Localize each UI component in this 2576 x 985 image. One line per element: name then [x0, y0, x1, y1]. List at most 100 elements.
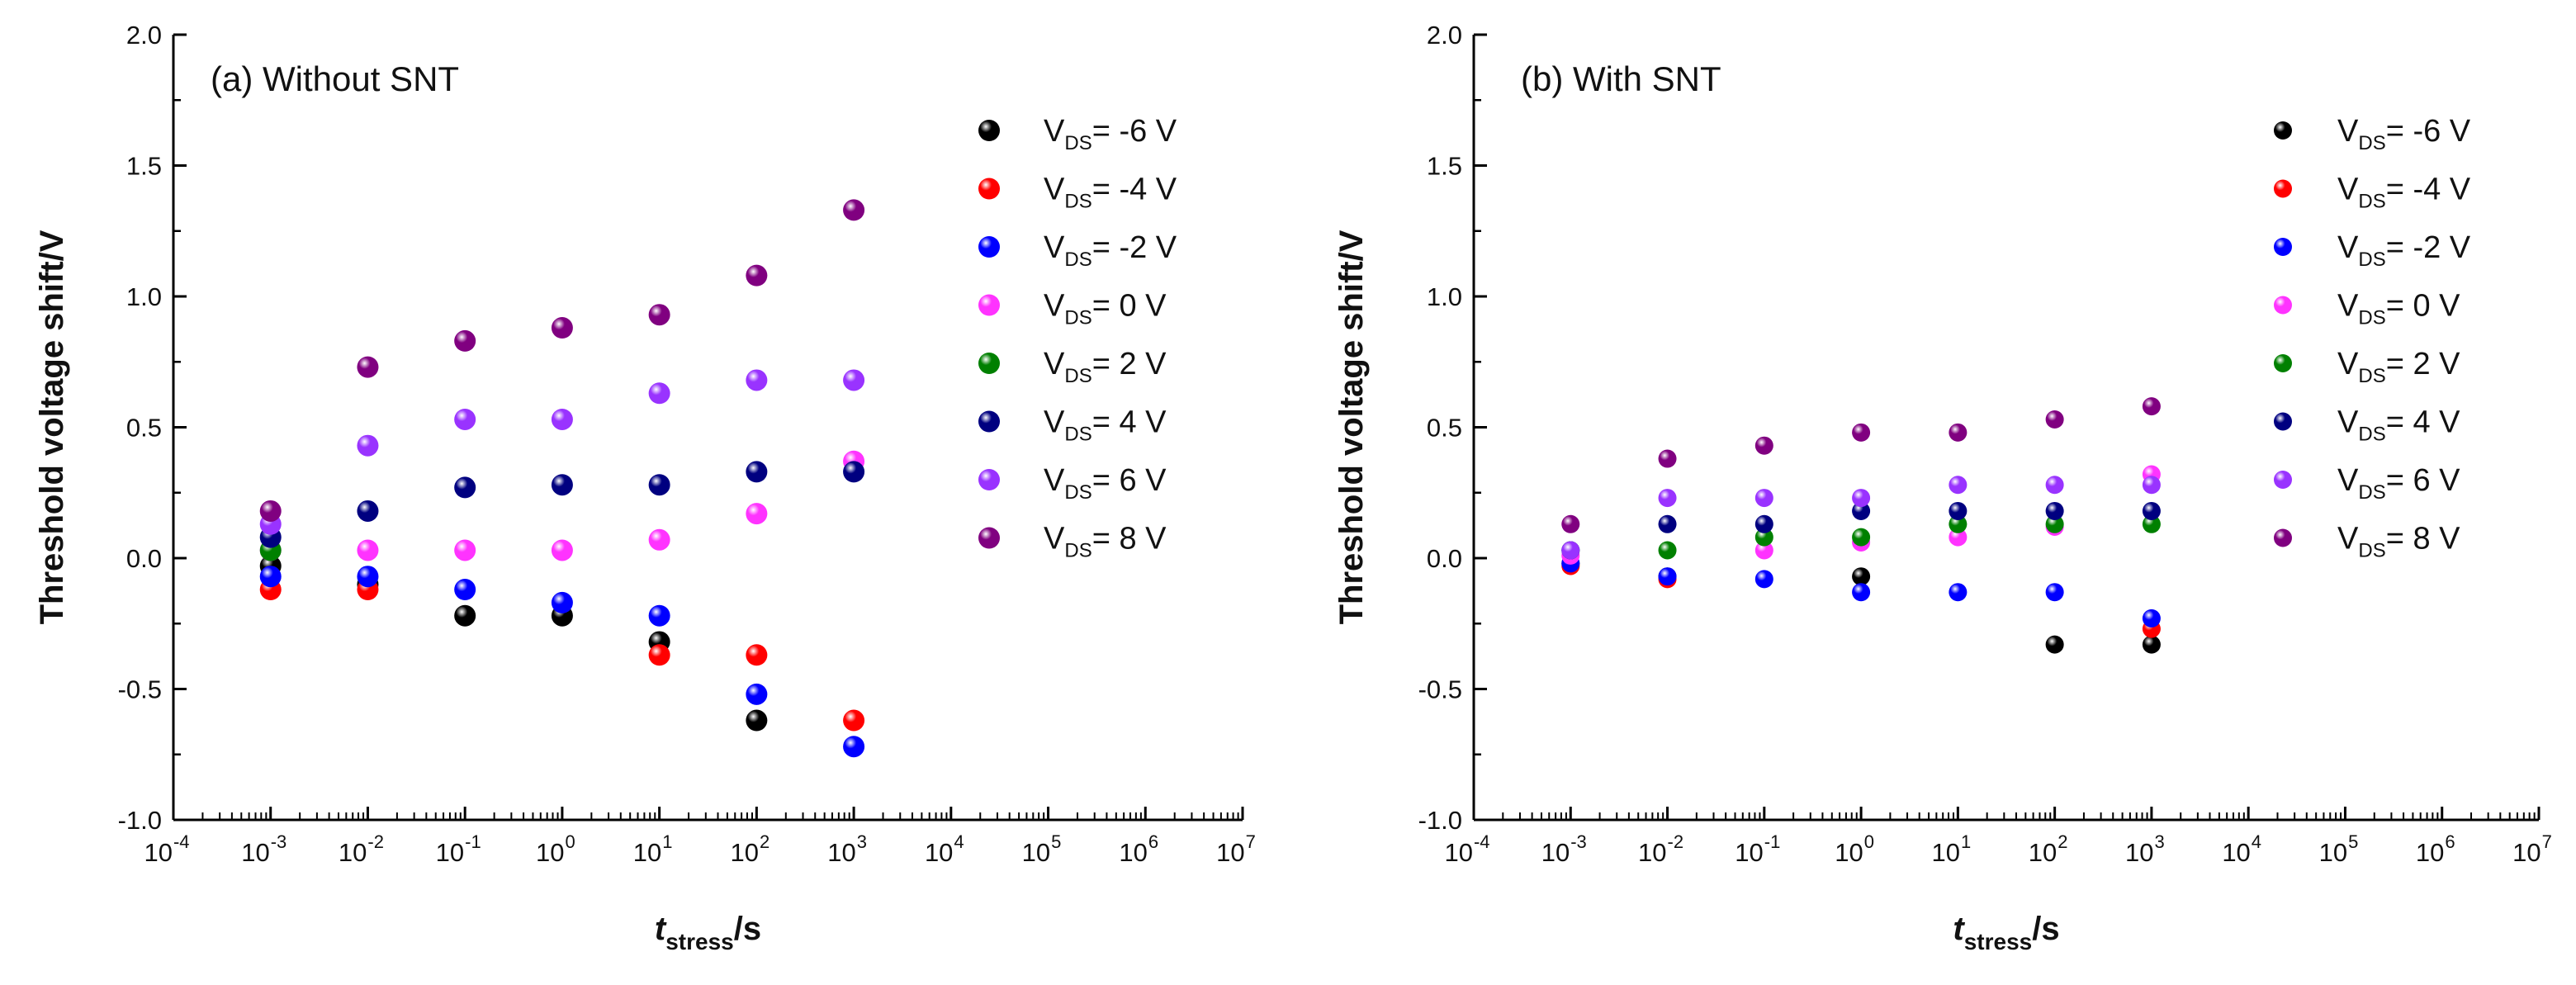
legend-label-rest: = -4 V — [2386, 173, 2471, 207]
data-point — [1852, 423, 1871, 442]
x-tick-label: 10-3 — [241, 831, 286, 867]
y-axis-title: Threshold voltage shift/V — [1333, 230, 1370, 624]
data-point — [551, 317, 573, 339]
x-tick-exponent: 6 — [1148, 831, 1158, 852]
data-point — [746, 461, 768, 483]
legend-label-sub: DS — [2358, 249, 2385, 271]
data-point — [357, 539, 379, 561]
x-tick-label: 10-1 — [436, 831, 481, 867]
x-axis-title-sub: stress — [1964, 929, 2033, 954]
x-tick-exponent: -4 — [173, 831, 190, 852]
data-point — [1658, 541, 1677, 560]
chart-panel-b: -1.0-0.50.00.51.01.52.010-4 10-3 10-2 10-1 1… — [1333, 21, 2552, 954]
x-tick-exponent: 4 — [2252, 831, 2261, 852]
x-tick-exponent: 3 — [2155, 831, 2165, 852]
legend-marker — [978, 178, 1000, 200]
x-tick-exponent: 2 — [760, 831, 769, 852]
legend-label-sub: DS — [1064, 132, 1091, 154]
y-tick-label: -1.0 — [1418, 806, 1462, 835]
x-tick-label: 10-1 — [1735, 831, 1780, 867]
data-point — [2142, 609, 2161, 627]
data-point — [357, 500, 379, 522]
data-point — [2045, 476, 2064, 495]
data-point — [1949, 501, 1968, 520]
legend-marker — [978, 469, 1000, 490]
x-axis-title-unit: /s — [2032, 911, 2059, 947]
data-point — [1949, 583, 1968, 602]
legend-marker — [978, 353, 1000, 374]
data-point — [1852, 567, 1871, 586]
legend-label: VDS= 6 V — [2337, 463, 2460, 504]
data-point — [746, 683, 768, 705]
data-point — [259, 566, 282, 588]
data-point — [2045, 514, 2064, 533]
x-tick-exponent: 0 — [566, 831, 575, 852]
legend-label-rest: = -2 V — [1092, 230, 1177, 265]
data-point — [1754, 489, 1773, 508]
data-point — [746, 644, 768, 666]
data-point — [648, 304, 670, 326]
data-point — [551, 408, 573, 430]
legend-label-main: V — [1044, 522, 1065, 556]
data-point — [2142, 397, 2161, 416]
legend-marker — [2274, 354, 2292, 372]
legend-label-sub: DS — [2358, 424, 2385, 446]
legend-label-sub: DS — [2358, 132, 2385, 154]
legend-label-rest: = 0 V — [1092, 289, 1167, 324]
legend-label-rest: = 4 V — [2386, 405, 2460, 440]
data-point — [1658, 514, 1677, 533]
data-point — [551, 539, 573, 561]
legend-label-sub: DS — [1064, 481, 1091, 504]
x-tick-label: 106 — [1119, 831, 1158, 867]
data-point — [843, 369, 865, 391]
x-tick-label: 106 — [2416, 831, 2455, 867]
data-point — [1658, 567, 1677, 586]
legend-label-main: V — [2337, 463, 2359, 498]
data-point — [1852, 501, 1871, 520]
data-point — [746, 503, 768, 525]
legend-label-sub: DS — [1064, 191, 1091, 213]
y-tick-label: 0.0 — [1427, 544, 1462, 573]
legend-marker — [2274, 179, 2292, 198]
data-point — [746, 264, 768, 287]
legend-label: VDS= 0 V — [2337, 289, 2460, 329]
legend-label-rest: = 6 V — [1092, 463, 1167, 498]
legend-label: VDS= -4 V — [1044, 173, 1177, 213]
legend-label: VDS= 8 V — [1044, 522, 1167, 562]
legend-label-rest: = 6 V — [2386, 463, 2460, 498]
x-tick-exponent: -1 — [465, 831, 481, 852]
x-axis-title-unit: /s — [734, 911, 761, 947]
x-tick-exponent: 0 — [1864, 831, 1874, 852]
legend-marker — [978, 236, 1000, 258]
data-point — [2142, 476, 2161, 495]
x-tick-label: 10-2 — [339, 831, 384, 867]
data-point — [2045, 410, 2064, 429]
legend-label-rest: = -4 V — [1092, 173, 1177, 207]
y-tick-label: 2.0 — [1427, 21, 1462, 50]
y-tick-label: -0.5 — [1418, 675, 1462, 704]
data-point — [1852, 583, 1871, 602]
legend-label-main: V — [1044, 289, 1065, 324]
legend-label: VDS= 2 V — [2337, 347, 2460, 387]
legend-label-main: V — [1044, 347, 1065, 381]
x-tick-exponent: 2 — [2057, 831, 2067, 852]
legend-label-sub: DS — [1064, 540, 1091, 562]
legend-label-sub: DS — [2358, 365, 2385, 387]
data-point — [2045, 583, 2064, 602]
y-axis-title: Threshold voltage shift/V — [34, 230, 70, 624]
x-tick-exponent: -2 — [1668, 831, 1684, 852]
x-tick-label: 102 — [730, 831, 769, 867]
legend-label: VDS= -2 V — [1044, 230, 1177, 271]
x-tick-label: 103 — [2125, 831, 2165, 867]
legend-label-rest: = -6 V — [2386, 114, 2471, 149]
chart-panel-a: -1.0-0.50.00.51.01.52.010-4 10-3 10-2 10-1 1… — [34, 21, 1256, 954]
data-point — [2142, 514, 2161, 533]
data-point — [454, 539, 476, 561]
legend-marker — [2274, 238, 2292, 256]
legend-label-main: V — [2337, 114, 2359, 149]
data-point — [843, 709, 865, 732]
legend-marker — [2274, 121, 2292, 140]
legend-label-sub: DS — [2358, 191, 2385, 213]
data-point — [648, 474, 670, 496]
legend-marker — [978, 120, 1000, 141]
